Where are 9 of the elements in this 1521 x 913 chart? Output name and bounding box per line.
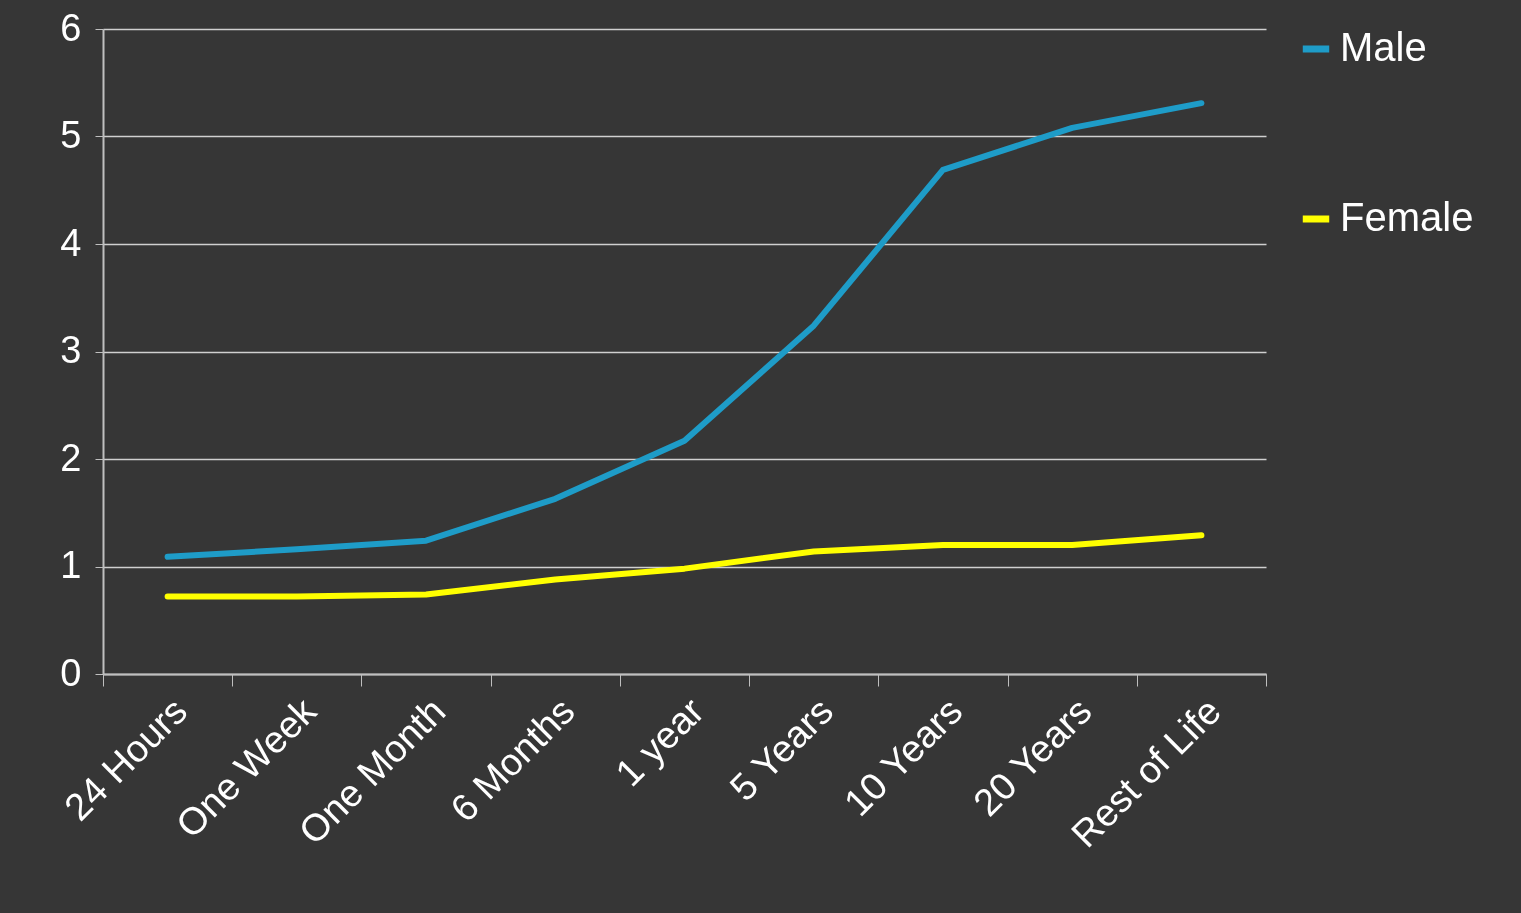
y-tick-label: 5: [60, 114, 82, 156]
y-tick-label: 6: [60, 6, 82, 49]
y-tick-label: 0: [60, 651, 82, 694]
y-tick-label: 3: [60, 329, 82, 371]
y-tick-label: 2: [60, 436, 82, 479]
legend-label: Male: [1340, 25, 1427, 69]
legend-label: Female: [1340, 195, 1474, 239]
y-tick-label: 4: [60, 221, 82, 264]
y-tick-label: 1: [60, 544, 82, 586]
